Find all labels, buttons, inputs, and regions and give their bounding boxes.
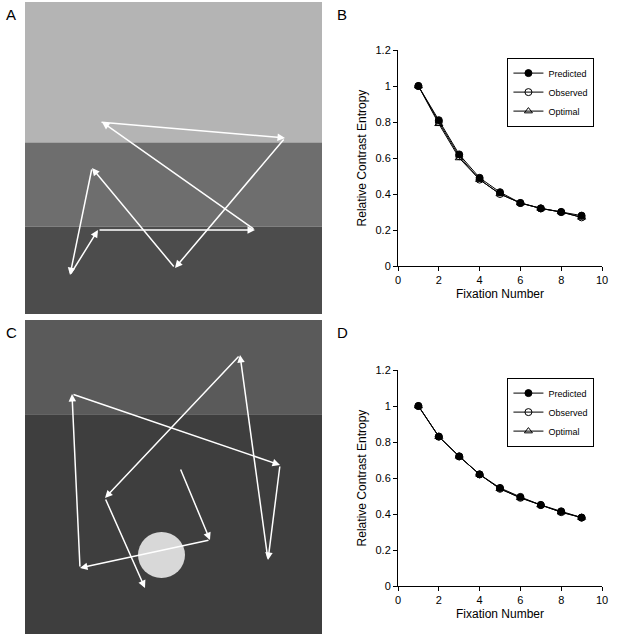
svg-text:1.2: 1.2 [376, 364, 391, 376]
svg-text:D: D [337, 324, 348, 341]
svg-text:0.6: 0.6 [376, 472, 391, 484]
svg-text:Observed: Observed [548, 88, 587, 98]
svg-text:4: 4 [477, 594, 483, 606]
svg-text:Relative Contrast Entropy: Relative Contrast Entropy [355, 410, 369, 547]
svg-text:0: 0 [395, 594, 401, 606]
svg-text:A: A [6, 6, 16, 23]
svg-text:0.8: 0.8 [376, 436, 391, 448]
svg-text:0: 0 [385, 260, 391, 272]
svg-text:Optimal: Optimal [548, 107, 579, 117]
svg-text:8: 8 [558, 274, 564, 286]
svg-text:1.2: 1.2 [376, 44, 391, 56]
svg-text:2: 2 [436, 594, 442, 606]
svg-text:C: C [6, 324, 17, 341]
svg-text:8: 8 [558, 594, 564, 606]
svg-text:Predicted: Predicted [548, 389, 586, 399]
svg-text:6: 6 [517, 594, 523, 606]
svg-text:0.4: 0.4 [376, 508, 391, 520]
svg-text:0.6: 0.6 [376, 152, 391, 164]
svg-text:Optimal: Optimal [548, 427, 579, 437]
svg-text:Observed: Observed [548, 408, 587, 418]
svg-text:10: 10 [596, 274, 608, 286]
svg-text:6: 6 [517, 274, 523, 286]
svg-text:0: 0 [395, 274, 401, 286]
svg-text:B: B [337, 6, 347, 23]
svg-text:Fixation Number: Fixation Number [456, 607, 544, 621]
svg-text:1: 1 [385, 400, 391, 412]
svg-text:2: 2 [436, 274, 442, 286]
svg-text:10: 10 [596, 594, 608, 606]
svg-text:0.8: 0.8 [376, 116, 391, 128]
svg-text:Predicted: Predicted [548, 69, 586, 79]
svg-text:0.2: 0.2 [376, 224, 391, 236]
svg-text:0.4: 0.4 [376, 188, 391, 200]
svg-text:4: 4 [477, 274, 483, 286]
svg-text:0.2: 0.2 [376, 544, 391, 556]
svg-text:1: 1 [385, 80, 391, 92]
svg-text:Relative Contrast Entropy: Relative Contrast Entropy [355, 90, 369, 227]
svg-text:0: 0 [385, 580, 391, 592]
svg-text:Fixation Number: Fixation Number [456, 287, 544, 301]
